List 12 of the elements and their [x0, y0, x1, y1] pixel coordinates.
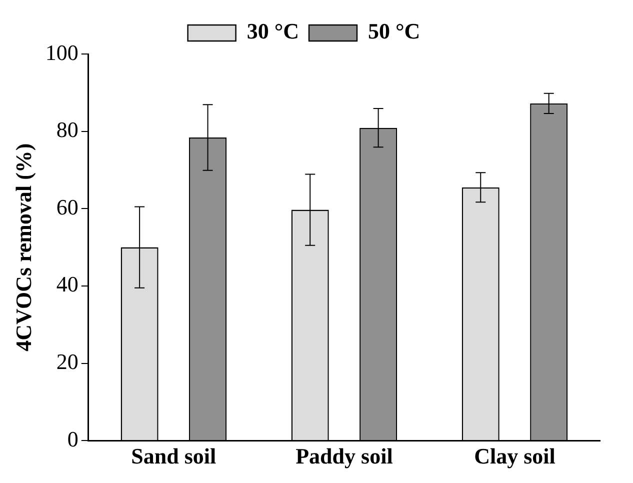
x-tick-label: Clay soil [474, 443, 556, 468]
y-tick-label: 80 [56, 117, 78, 142]
y-tick-label: 20 [56, 349, 78, 374]
legend-label: 30 °C [246, 18, 299, 44]
x-tick-label: Paddy soil [296, 443, 393, 468]
y-tick-label: 40 [56, 272, 78, 297]
x-tick-label: Sand soil [131, 443, 216, 468]
y-tick-label: 60 [56, 194, 78, 220]
legend-label: 50 °C [368, 18, 420, 44]
y-tick-label: 100 [45, 40, 78, 65]
y-tick-label: 0 [67, 426, 78, 452]
y-axis-title: 4CVOCs removal (%) [10, 143, 36, 352]
